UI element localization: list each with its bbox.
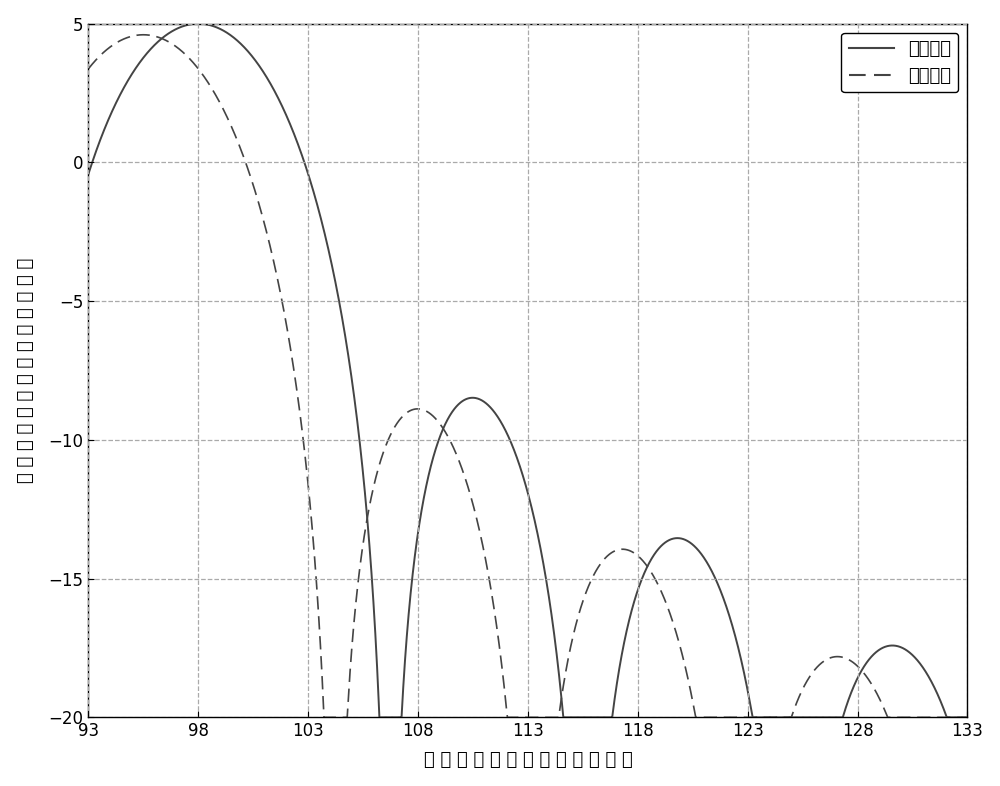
外环小区	[127, 68, 139, 78]
Y-axis label: 天 线 幅 度 方 向 图 （ 单 位 ： 分 贝 ）: 天 线 幅 度 方 向 图 （ 单 位 ： 分 贝 ）	[17, 258, 35, 483]
内环小区	[127, 31, 139, 41]
Legend: 外环小区, 内环小区: 外环小区, 内环小区	[841, 33, 958, 92]
Line: 外环小区: 外环小区	[88, 24, 967, 718]
外环小区	[603, 713, 615, 722]
内环小区	[961, 713, 973, 722]
内环小区	[603, 550, 615, 560]
外环小区	[401, 630, 413, 640]
内环小区	[734, 713, 746, 722]
外环小区	[373, 713, 385, 722]
外环小区	[82, 169, 94, 178]
外环小区	[781, 713, 793, 722]
外环小区	[192, 19, 204, 28]
内环小区	[318, 713, 330, 722]
内环小区	[781, 713, 793, 722]
内环小区	[137, 30, 149, 39]
内环小区	[401, 408, 413, 417]
X-axis label: 用 户 与 天 线 夹 角 （ 单 位 ： 度 ）: 用 户 与 天 线 夹 角 （ 单 位 ： 度 ）	[424, 751, 632, 769]
外环小区	[641, 562, 653, 571]
外环小区	[961, 713, 973, 722]
外环小区	[734, 652, 746, 661]
内环小区	[82, 64, 94, 74]
Line: 内环小区: 内环小区	[88, 35, 967, 718]
内环小区	[641, 561, 653, 571]
